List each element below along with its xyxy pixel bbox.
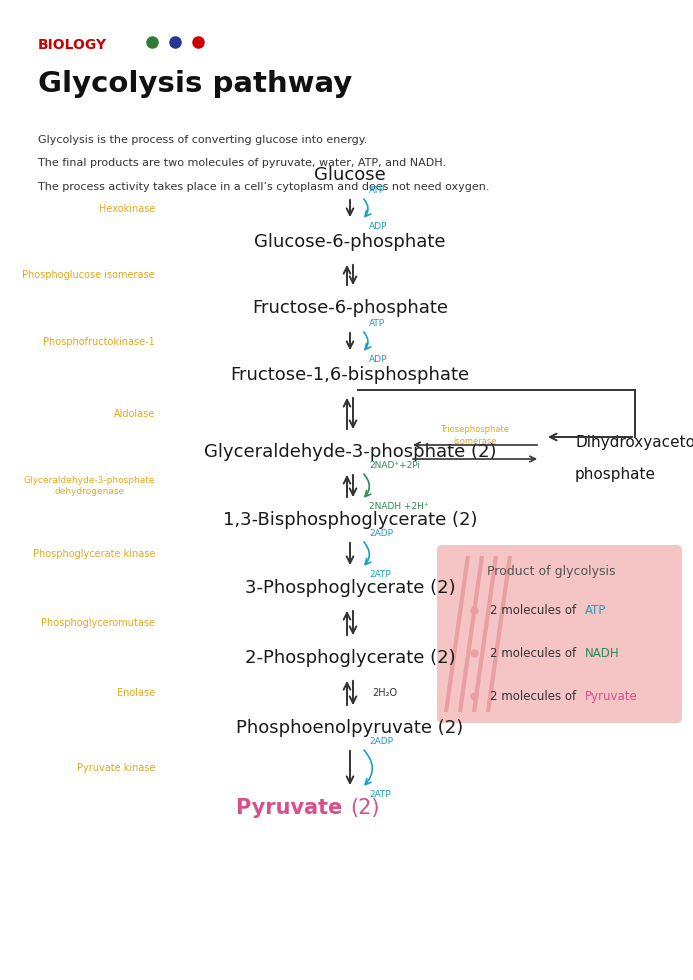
Text: Phosphoenolpyruvate (2): Phosphoenolpyruvate (2) bbox=[236, 719, 464, 737]
Text: Pyruvate: Pyruvate bbox=[584, 690, 638, 703]
Text: Fructose-6-phosphate: Fructose-6-phosphate bbox=[252, 299, 448, 317]
Text: 2H₂O: 2H₂O bbox=[372, 688, 397, 698]
Text: ATP: ATP bbox=[369, 186, 385, 195]
Text: Triosephosphate: Triosephosphate bbox=[441, 425, 509, 434]
Text: Pyruvate kinase: Pyruvate kinase bbox=[76, 763, 155, 773]
Text: 2 molecules of: 2 molecules of bbox=[490, 647, 580, 660]
Text: 3-Phosphoglycerate (2): 3-Phosphoglycerate (2) bbox=[245, 579, 455, 597]
Text: 2ATP: 2ATP bbox=[369, 790, 391, 799]
Text: Pyruvate: Pyruvate bbox=[236, 798, 350, 818]
Text: 2ADP: 2ADP bbox=[369, 529, 393, 538]
Text: 2-Phosphoglycerate (2): 2-Phosphoglycerate (2) bbox=[245, 649, 455, 667]
Text: Aldolase: Aldolase bbox=[114, 409, 155, 418]
Text: Glyceraldehyde-3-phosphate
dehydrogenase: Glyceraldehyde-3-phosphate dehydrogenase bbox=[24, 476, 155, 496]
Text: Product of glycolysis: Product of glycolysis bbox=[487, 565, 615, 578]
Text: Enolase: Enolase bbox=[117, 688, 155, 698]
Text: phosphate: phosphate bbox=[575, 466, 656, 481]
Text: BIOLOGY: BIOLOGY bbox=[38, 38, 107, 52]
Text: Phosphofructokinase-1: Phosphofructokinase-1 bbox=[43, 336, 155, 347]
Text: 2NADH +2H⁺: 2NADH +2H⁺ bbox=[369, 502, 429, 511]
Text: ATP: ATP bbox=[369, 319, 385, 328]
Text: 2NAD⁺+2Pi: 2NAD⁺+2Pi bbox=[369, 461, 420, 470]
Text: Glucose-6-phosphate: Glucose-6-phosphate bbox=[254, 233, 446, 251]
Text: Phosphoglycerate kinase: Phosphoglycerate kinase bbox=[33, 549, 155, 559]
Text: isomerase: isomerase bbox=[453, 437, 497, 446]
Text: ADP: ADP bbox=[369, 222, 387, 231]
Text: Dihydroxyacetone: Dihydroxyacetone bbox=[575, 434, 693, 450]
Text: Fructose-1,6-bisphosphate: Fructose-1,6-bisphosphate bbox=[231, 366, 470, 384]
Text: NADH: NADH bbox=[584, 647, 619, 660]
Text: Glyceraldehyde-3-phosphate (2): Glyceraldehyde-3-phosphate (2) bbox=[204, 443, 496, 461]
Text: The process activity takes place in a cell’s cytoplasm and does not need oxygen.: The process activity takes place in a ce… bbox=[38, 182, 489, 192]
Text: 2ADP: 2ADP bbox=[369, 737, 393, 746]
Text: Glycolysis is the process of converting glucose into energy.: Glycolysis is the process of converting … bbox=[38, 135, 367, 145]
Text: 1,3-Bisphosphoglycerate (2): 1,3-Bisphosphoglycerate (2) bbox=[222, 511, 477, 529]
Text: 2 molecules of: 2 molecules of bbox=[490, 690, 580, 703]
Text: 2ATP: 2ATP bbox=[369, 570, 391, 579]
Text: Phosphoglucose isomerase: Phosphoglucose isomerase bbox=[22, 270, 155, 280]
Text: Hexokinase: Hexokinase bbox=[98, 204, 155, 214]
Text: 2 molecules of: 2 molecules of bbox=[490, 604, 580, 616]
Text: ADP: ADP bbox=[369, 355, 387, 364]
Text: ATP: ATP bbox=[584, 604, 606, 616]
Text: The final products are two molecules of pyruvate, water, ATP, and NADH.: The final products are two molecules of … bbox=[38, 159, 446, 169]
Text: Glucose: Glucose bbox=[314, 166, 386, 184]
Text: Phosphoglyceromutase: Phosphoglyceromutase bbox=[41, 618, 155, 628]
Text: (2): (2) bbox=[350, 798, 380, 818]
FancyBboxPatch shape bbox=[437, 545, 682, 723]
Text: Glycolysis pathway: Glycolysis pathway bbox=[38, 70, 352, 98]
